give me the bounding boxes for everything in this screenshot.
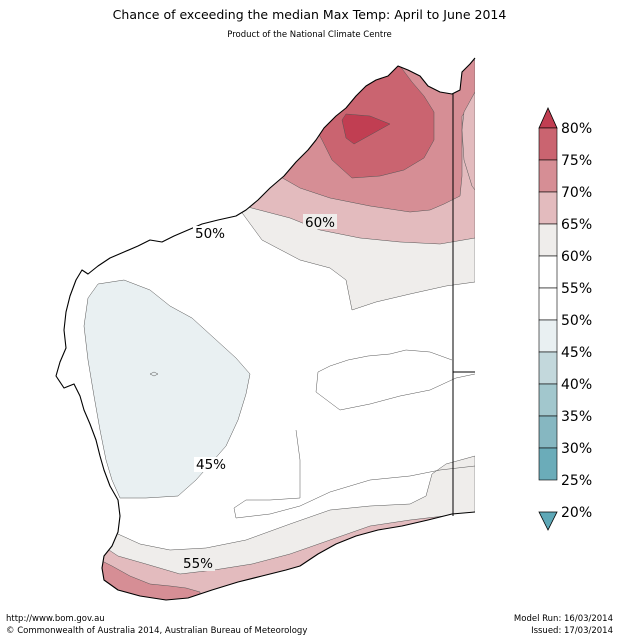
- colorbar-label: 45%: [561, 345, 592, 361]
- colorbar-segment: [538, 351, 558, 385]
- zone-75-80-north: [341, 113, 391, 145]
- colorbar-label: 30%: [561, 441, 592, 457]
- colorbar-arrow-top: [538, 107, 558, 129]
- colorbar-segment: [538, 255, 558, 289]
- colorbar-segment: [538, 319, 558, 353]
- wa-coastline: [55, 57, 476, 601]
- colorbar-label: 20%: [561, 505, 592, 521]
- colorbar-label: 25%: [561, 473, 592, 489]
- map-subtitle: Product of the National Climate Centre: [227, 30, 392, 40]
- contour-label-60: 60%: [305, 215, 335, 231]
- zone-40-45-island: [149, 371, 159, 377]
- colorbar-legend: 80% 75% 70% 65% 60% 55% 50% 45% 40% 35% 30% 25% 20%: [538, 107, 592, 531]
- colorbar-arrow-bottom: [538, 511, 558, 531]
- footer-model-run: Model Run: 16/03/2014: [513, 614, 613, 624]
- colorbar-segment: [538, 383, 558, 417]
- colorbar-label: 35%: [561, 409, 592, 425]
- colorbar-segment: [538, 287, 558, 321]
- zone-65-70-southwest: [99, 559, 201, 600]
- colorbar-label: 40%: [561, 377, 592, 393]
- colorbar-label: 50%: [561, 313, 592, 329]
- colorbar-segment: [538, 223, 558, 257]
- colorbar-label: 70%: [561, 185, 592, 201]
- colorbar-label: 75%: [561, 153, 592, 169]
- colorbar-segment: [538, 191, 558, 225]
- colorbar-segment: [538, 127, 558, 161]
- map-title: Chance of exceeding the median Max Temp:…: [112, 7, 507, 22]
- colorbar-label: 65%: [561, 217, 592, 233]
- colorbar-segment: [538, 447, 558, 481]
- contour-label-45: 45%: [196, 457, 226, 473]
- colorbar-label: 60%: [561, 249, 592, 265]
- colorbar-label: 55%: [561, 281, 592, 297]
- footer-issued: Issued: 17/03/2014: [531, 626, 613, 636]
- footer-copyright: © Commonwealth of Australia 2014, Austra…: [6, 626, 308, 636]
- contour-lines: [233, 349, 475, 519]
- colorbar-segment: [538, 159, 558, 193]
- footer-url: http://www.bom.gov.au: [6, 614, 105, 624]
- zone-60-65-northeast: [461, 91, 475, 191]
- contour-labels: 50% 60% 45% 55%: [181, 214, 337, 572]
- contour-label-55: 55%: [183, 556, 213, 572]
- colorbar-label: 80%: [561, 121, 592, 137]
- contour-label-50: 50%: [195, 226, 225, 242]
- colorbar-segment: [538, 415, 558, 449]
